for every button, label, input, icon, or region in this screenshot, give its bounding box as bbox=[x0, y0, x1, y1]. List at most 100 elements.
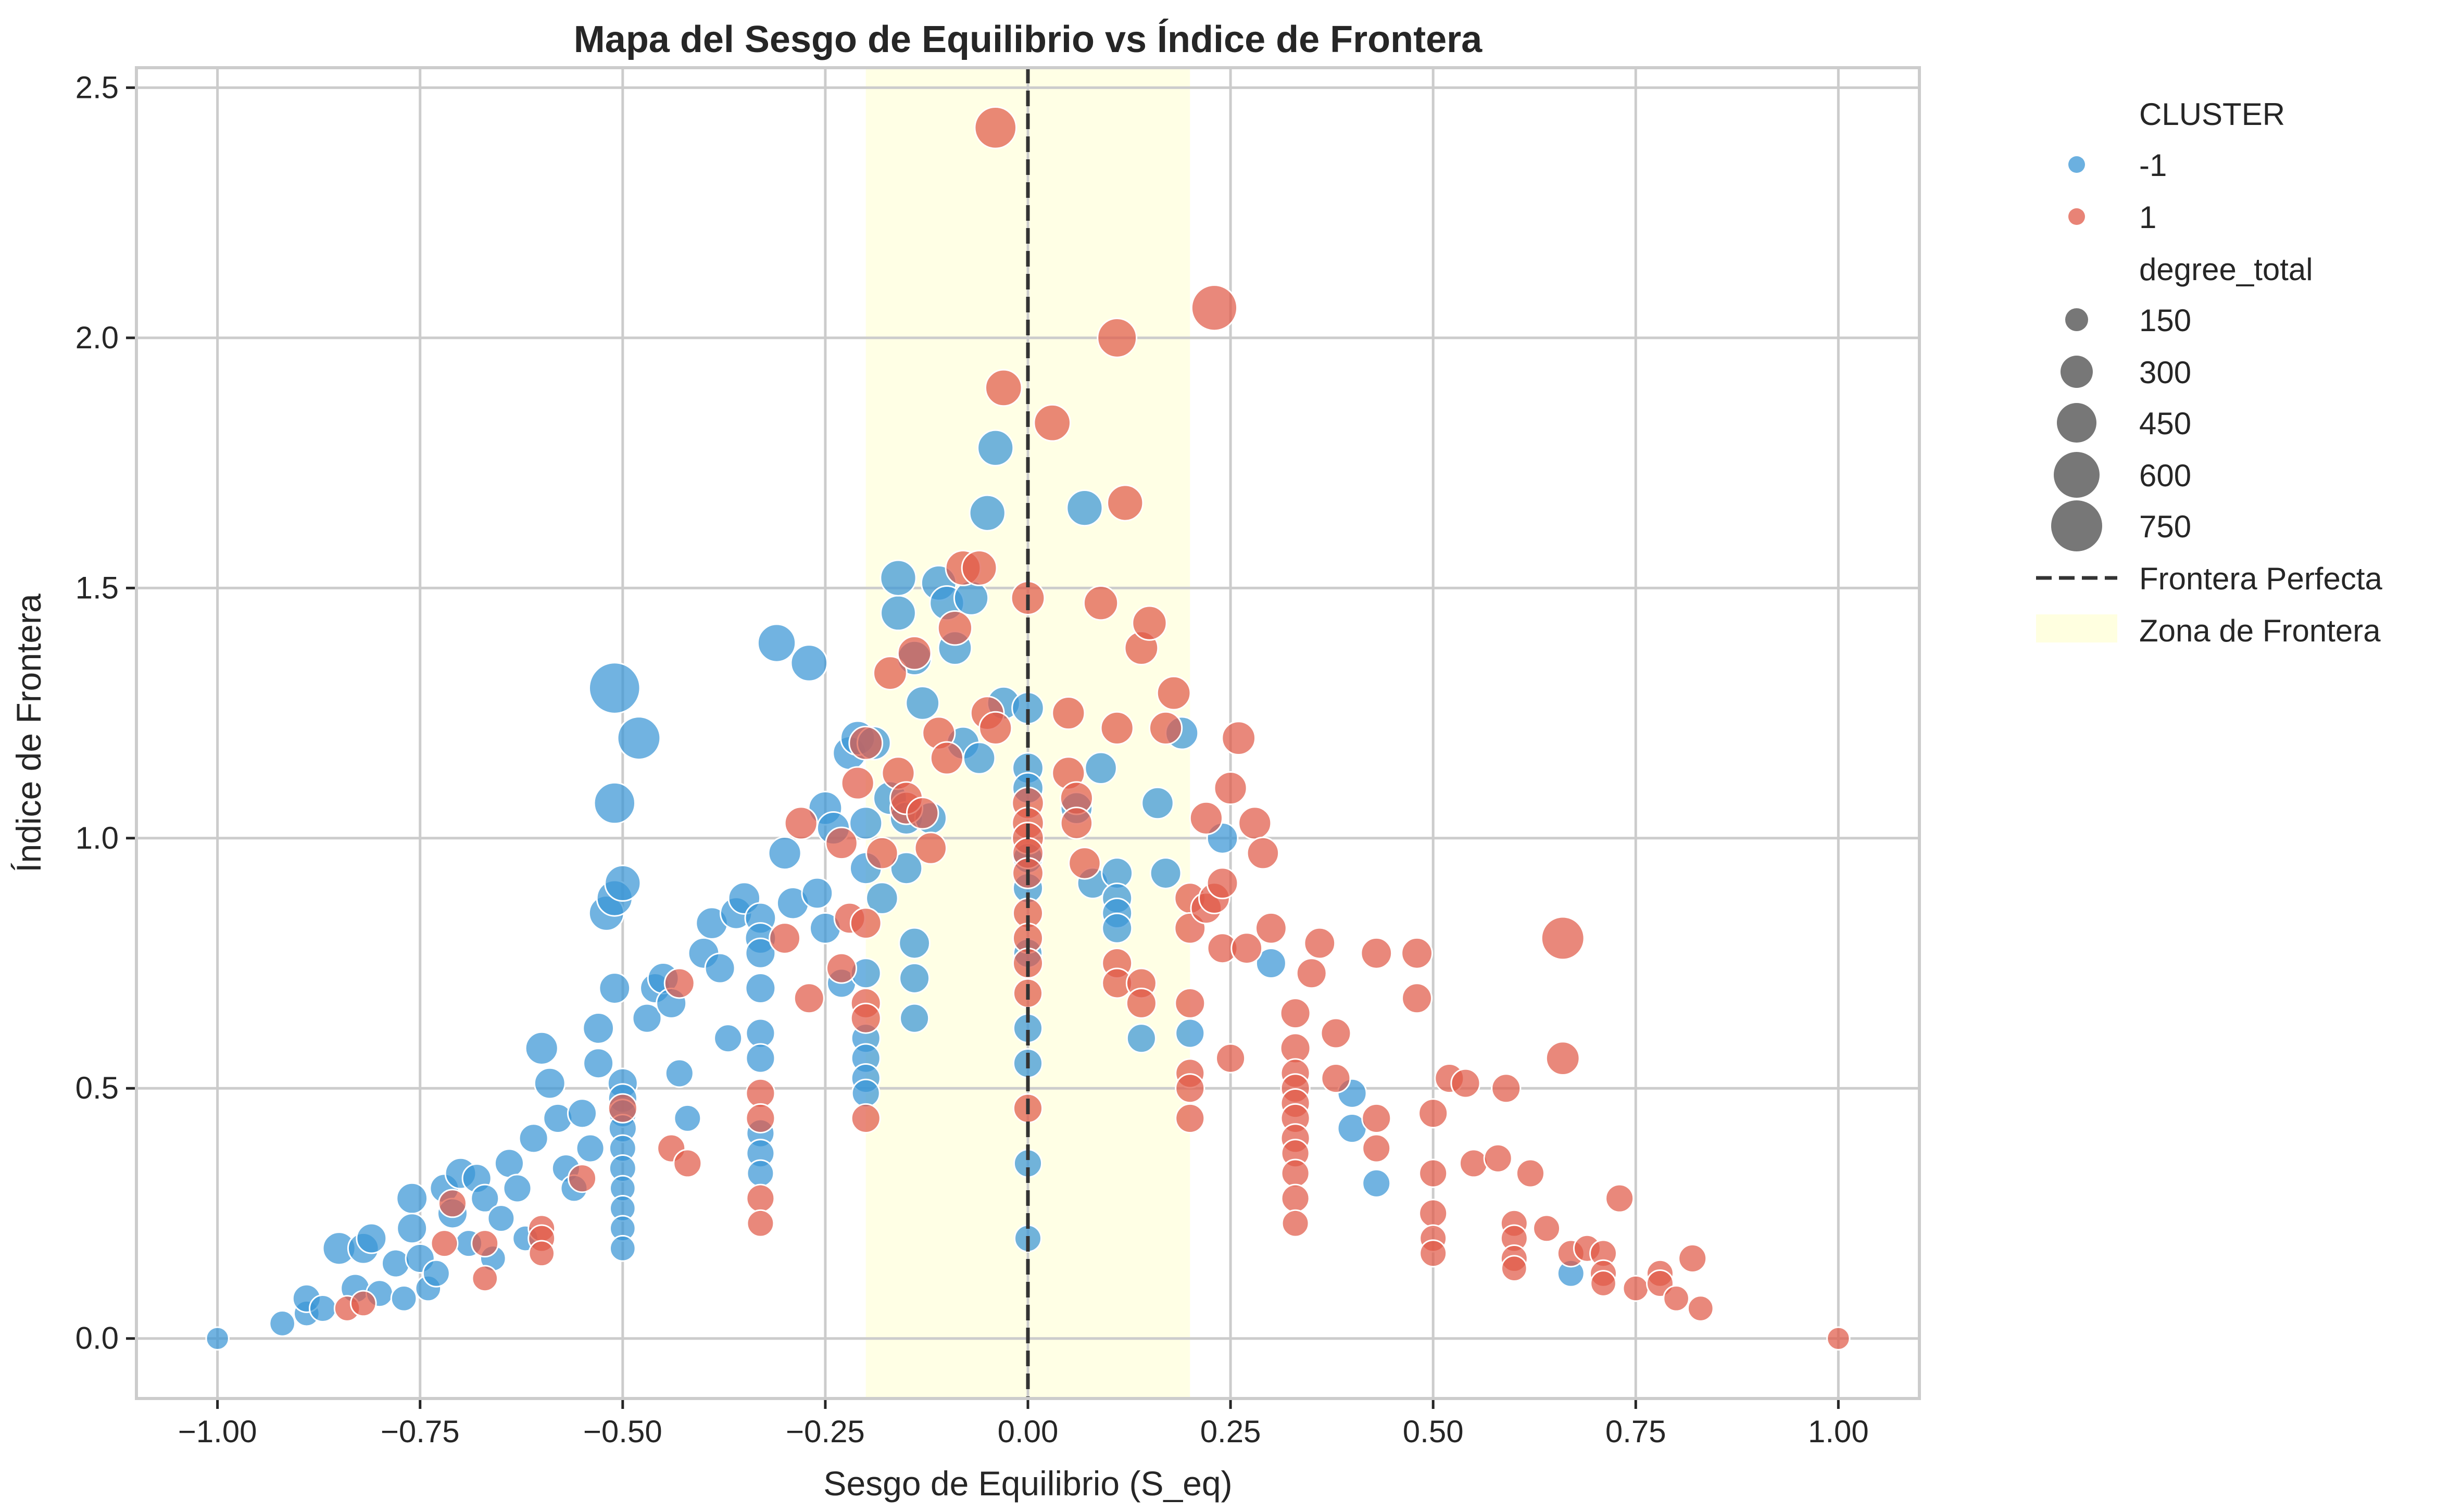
point-cluster-1 bbox=[745, 1103, 776, 1133]
point-cluster-neg1 bbox=[583, 1048, 614, 1079]
point-cluster-1 bbox=[1107, 484, 1144, 522]
point-cluster-1 bbox=[1362, 1133, 1391, 1163]
point-cluster-1 bbox=[1419, 1239, 1448, 1268]
point-cluster-1 bbox=[1540, 916, 1585, 961]
x-tick-label: 0.25 bbox=[1200, 1414, 1261, 1449]
y-tick-label: 2.0 bbox=[76, 320, 119, 355]
point-cluster-neg1 bbox=[422, 1259, 450, 1288]
legend-frontier-line-label: Frontera Perfecta bbox=[2139, 561, 2383, 596]
point-cluster-neg1 bbox=[899, 1003, 930, 1034]
legend-size-title: degree_total bbox=[2139, 252, 2313, 287]
point-cluster-neg1 bbox=[801, 877, 834, 910]
point-cluster-1 bbox=[961, 550, 998, 586]
point-cluster-neg1 bbox=[953, 580, 989, 616]
point-cluster-1 bbox=[746, 1183, 775, 1213]
point-cluster-1 bbox=[1148, 711, 1183, 745]
point-cluster-1 bbox=[1060, 807, 1094, 840]
x-tick-label: −0.50 bbox=[583, 1414, 662, 1449]
point-cluster-1 bbox=[349, 1290, 377, 1317]
point-cluster-1 bbox=[528, 1240, 556, 1267]
point-cluster-1 bbox=[825, 826, 858, 860]
point-cluster-1 bbox=[1515, 1158, 1545, 1188]
point-cluster-1 bbox=[978, 711, 1013, 745]
point-cluster-1 bbox=[865, 836, 899, 870]
point-cluster-neg1 bbox=[768, 836, 802, 871]
point-cluster-1 bbox=[1051, 696, 1086, 730]
legend-size-label-750: 750 bbox=[2139, 509, 2191, 544]
point-cluster-neg1 bbox=[790, 644, 828, 682]
plot-frame bbox=[135, 66, 1921, 1400]
point-cluster-1 bbox=[1491, 1073, 1522, 1104]
legend-frontier-zone-marker bbox=[2036, 614, 2117, 642]
x-tick-label: 1.00 bbox=[1808, 1414, 1869, 1449]
point-cluster-neg1 bbox=[898, 927, 931, 960]
point-cluster-neg1 bbox=[1255, 948, 1287, 979]
point-cluster-neg1 bbox=[356, 1223, 387, 1254]
point-cluster-1 bbox=[850, 1002, 882, 1034]
point-cluster-neg1 bbox=[745, 1043, 776, 1074]
point-cluster-neg1 bbox=[673, 1104, 702, 1132]
point-cluster-neg1 bbox=[713, 1024, 743, 1053]
point-cluster-1 bbox=[1280, 1183, 1310, 1213]
legend: CLUSTER -1 1 degree_total 150 300 450 60… bbox=[2036, 97, 2383, 648]
point-cluster-neg1 bbox=[632, 1003, 662, 1034]
point-cluster-1 bbox=[1500, 1255, 1528, 1282]
point-cluster-neg1 bbox=[604, 864, 642, 902]
point-cluster-1 bbox=[1097, 317, 1138, 358]
axes: −1.00 −0.75 −0.50 −0.25 0.00 0.25 0.50 0.75 1.00… bbox=[76, 70, 1869, 1449]
point-cluster-neg1 bbox=[745, 973, 776, 1004]
x-tick-label: 0.50 bbox=[1403, 1414, 1464, 1449]
point-cluster-1 bbox=[1221, 721, 1257, 755]
legend-hue-title: CLUSTER bbox=[2139, 97, 2285, 132]
point-cluster-1 bbox=[929, 741, 964, 775]
x-axis-title: Sesgo de Equilibrio (S_eq) bbox=[823, 1464, 1232, 1503]
point-cluster-1 bbox=[471, 1229, 499, 1258]
point-cluster-neg1 bbox=[609, 1234, 636, 1262]
point-cluster-1 bbox=[1213, 771, 1248, 805]
legend-label-cluster-neg1: -1 bbox=[2139, 148, 2167, 183]
point-cluster-1 bbox=[1206, 867, 1239, 900]
point-cluster-1 bbox=[1622, 1275, 1650, 1302]
y-tick-label: 1.0 bbox=[76, 821, 119, 855]
point-cluster-1 bbox=[1545, 1041, 1580, 1076]
point-cluster-neg1 bbox=[1101, 912, 1133, 944]
point-cluster-1 bbox=[784, 806, 818, 840]
point-cluster-1 bbox=[1238, 806, 1272, 840]
point-cluster-neg1 bbox=[962, 741, 996, 775]
point-cluster-neg1 bbox=[1084, 751, 1117, 785]
point-cluster-neg1 bbox=[745, 937, 776, 969]
data-points bbox=[205, 106, 1851, 1351]
point-cluster-neg1 bbox=[396, 1182, 429, 1215]
y-tick-label: 0.0 bbox=[76, 1321, 119, 1356]
point-cluster-neg1 bbox=[494, 1148, 524, 1179]
x-tick-label: −1.00 bbox=[178, 1414, 257, 1449]
point-cluster-neg1 bbox=[533, 1067, 566, 1100]
point-cluster-1 bbox=[1361, 1103, 1392, 1133]
point-cluster-1 bbox=[673, 1149, 702, 1178]
point-cluster-1 bbox=[1190, 284, 1238, 332]
point-cluster-neg1 bbox=[518, 1123, 549, 1154]
point-cluster-neg1 bbox=[593, 782, 636, 825]
y-tick-label: 1.5 bbox=[76, 570, 119, 605]
point-cluster-1 bbox=[849, 907, 882, 940]
point-cluster-neg1 bbox=[396, 1213, 428, 1244]
point-cluster-neg1 bbox=[588, 662, 641, 714]
point-cluster-1 bbox=[769, 922, 801, 954]
point-cluster-1 bbox=[1418, 1158, 1448, 1188]
legend-size-marker-450 bbox=[2057, 403, 2096, 443]
point-cluster-1 bbox=[1450, 1068, 1481, 1099]
point-cluster-1 bbox=[1281, 1209, 1310, 1238]
point-cluster-1 bbox=[1083, 585, 1119, 621]
y-axis-title: Índice de Frontera bbox=[9, 594, 48, 873]
legend-label-cluster-1: 1 bbox=[2139, 200, 2156, 235]
legend-marker-cluster-1 bbox=[2068, 208, 2085, 225]
legend-frontier-zone-label: Zona de Frontera bbox=[2139, 613, 2381, 648]
point-cluster-neg1 bbox=[524, 1031, 559, 1065]
point-cluster-1 bbox=[1605, 1183, 1635, 1213]
point-cluster-neg1 bbox=[487, 1204, 516, 1233]
point-cluster-1 bbox=[1189, 801, 1223, 835]
point-cluster-neg1 bbox=[889, 851, 923, 885]
point-cluster-neg1 bbox=[905, 685, 940, 721]
point-cluster-1 bbox=[663, 967, 695, 999]
point-cluster-1 bbox=[437, 1189, 468, 1218]
